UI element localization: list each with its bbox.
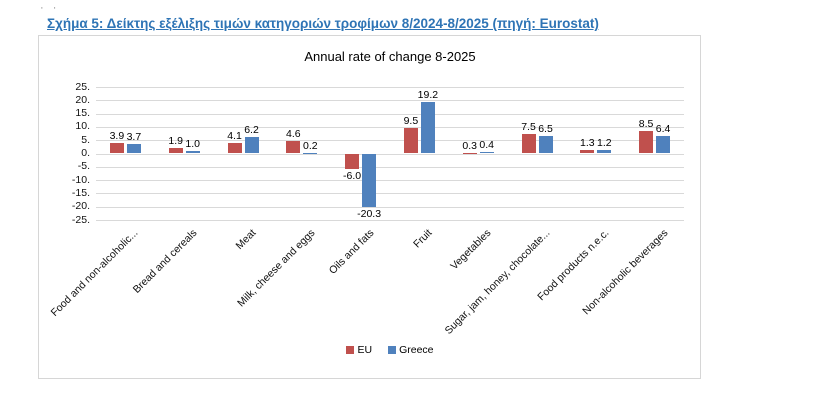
x-axis-label: Oils and fats	[326, 227, 377, 277]
y-axis-tick-label: -20.	[71, 200, 90, 213]
bar-eu	[227, 142, 242, 154]
x-axis-label: Non-alcoholic beverages	[579, 227, 671, 318]
legend-label-eu: EU	[357, 344, 373, 356]
bar-value-label: 6.5	[538, 123, 553, 136]
bar-greece	[126, 143, 141, 154]
chart-legend: EU Greece	[96, 344, 684, 356]
bar-value-label: 1.9	[168, 135, 183, 148]
stray-marks: · ·	[40, 2, 60, 14]
bar-eu	[109, 143, 124, 154]
bar-eu	[639, 130, 654, 154]
legend-swatch-eu	[346, 346, 355, 354]
bar-value-label: 4.6	[285, 128, 301, 141]
y-axis-tick-label: -10.	[71, 173, 90, 186]
bar-value-label: 0.3	[462, 139, 477, 152]
y-axis-tick-label: -15.	[71, 186, 90, 199]
x-axis-label: Meat	[233, 227, 259, 252]
bar-value-label: 1.2	[596, 137, 612, 150]
bar-eu	[580, 150, 595, 154]
legend-item-eu: EU	[346, 344, 372, 356]
legend-item-greece: Greece	[388, 344, 434, 356]
chart-container: Annual rate of change 8-2025 25. 20. 15. 10…	[38, 35, 701, 379]
figure-caption: Σχήμα 5: Δείκτης εξέλιξης τιμών κατηγορι…	[47, 16, 599, 31]
bar-eu	[345, 153, 360, 170]
y-axis-tick-label: 0.	[81, 147, 90, 159]
bar-value-label: 6.4	[655, 123, 671, 136]
bar-value-label: 4.1	[227, 129, 242, 142]
y-axis-tick-label: 15.	[75, 107, 90, 120]
x-axis-label: Vegetables	[448, 227, 494, 273]
bar-value-label: 8.5	[638, 117, 654, 130]
bar-greece	[597, 150, 612, 154]
bar-eu	[403, 128, 418, 154]
y-axis-tick-label: -25.	[71, 213, 90, 226]
bar-value-label: 0.2	[302, 139, 318, 152]
gridline	[96, 126, 684, 128]
gridline	[96, 166, 684, 168]
x-axis-label: Food and non-alcoholic...	[49, 227, 141, 319]
gridline	[96, 220, 684, 221]
bar-greece	[362, 153, 377, 208]
bar-value-label: 7.5	[521, 120, 536, 133]
x-axis-label: Food products n.e.c.	[535, 227, 612, 304]
bar-value-label: 1.3	[579, 137, 595, 150]
gridline	[96, 153, 684, 155]
gridline	[96, 113, 684, 115]
y-axis-tick-label: 25.	[75, 80, 90, 93]
gridline	[96, 87, 684, 88]
bar-greece	[244, 137, 259, 154]
gridline	[96, 180, 684, 182]
x-axis-label: Milk, cheese and eggs	[234, 227, 318, 310]
gridline	[96, 193, 684, 195]
x-axis-label: Bread and cereals	[130, 227, 200, 296]
bar-value-label: 6.2	[244, 124, 259, 136]
bar-value-label: 1.0	[185, 137, 200, 150]
y-axis-tick-label: 5.	[81, 133, 90, 146]
legend-label-greece: Greece	[399, 344, 434, 356]
bar-value-label: 3.7	[126, 130, 142, 143]
gridline	[96, 100, 684, 102]
bar-greece	[656, 136, 671, 154]
y-axis-tick-label: -5.	[77, 160, 90, 173]
legend-swatch-greece	[388, 346, 397, 354]
bar-greece	[185, 150, 200, 154]
bar-value-label: 9.5	[403, 115, 419, 128]
bar-value-label: -20.3	[357, 208, 382, 221]
bar-greece	[479, 152, 494, 154]
y-axis-tick-label: 20.	[75, 93, 90, 106]
gridline	[96, 140, 684, 142]
bar-eu	[521, 133, 536, 154]
x-axis-label: Fruit	[411, 227, 435, 251]
y-axis-tick-label: 10.	[75, 120, 90, 133]
gridline	[96, 206, 684, 208]
bar-eu	[168, 148, 183, 154]
x-axis-label: Sugar, jam, honey, chocolate...	[442, 227, 553, 337]
bar-greece	[538, 136, 553, 154]
bar-eu	[462, 152, 477, 154]
bar-eu	[286, 141, 301, 154]
bar-value-label: 0.4	[479, 139, 494, 152]
bar-greece	[420, 102, 435, 154]
bar-value-label: 3.9	[109, 130, 125, 143]
bar-value-label: -6.0	[343, 170, 362, 183]
bar-value-label: 19.2	[417, 89, 439, 102]
bar-greece	[303, 152, 318, 154]
chart-title: Annual rate of change 8-2025	[304, 49, 476, 64]
plot-area: 25. 20. 15. 10. 5. 0. -5. -10. -15. -20. -25. 3.9 3.…	[39, 36, 702, 380]
